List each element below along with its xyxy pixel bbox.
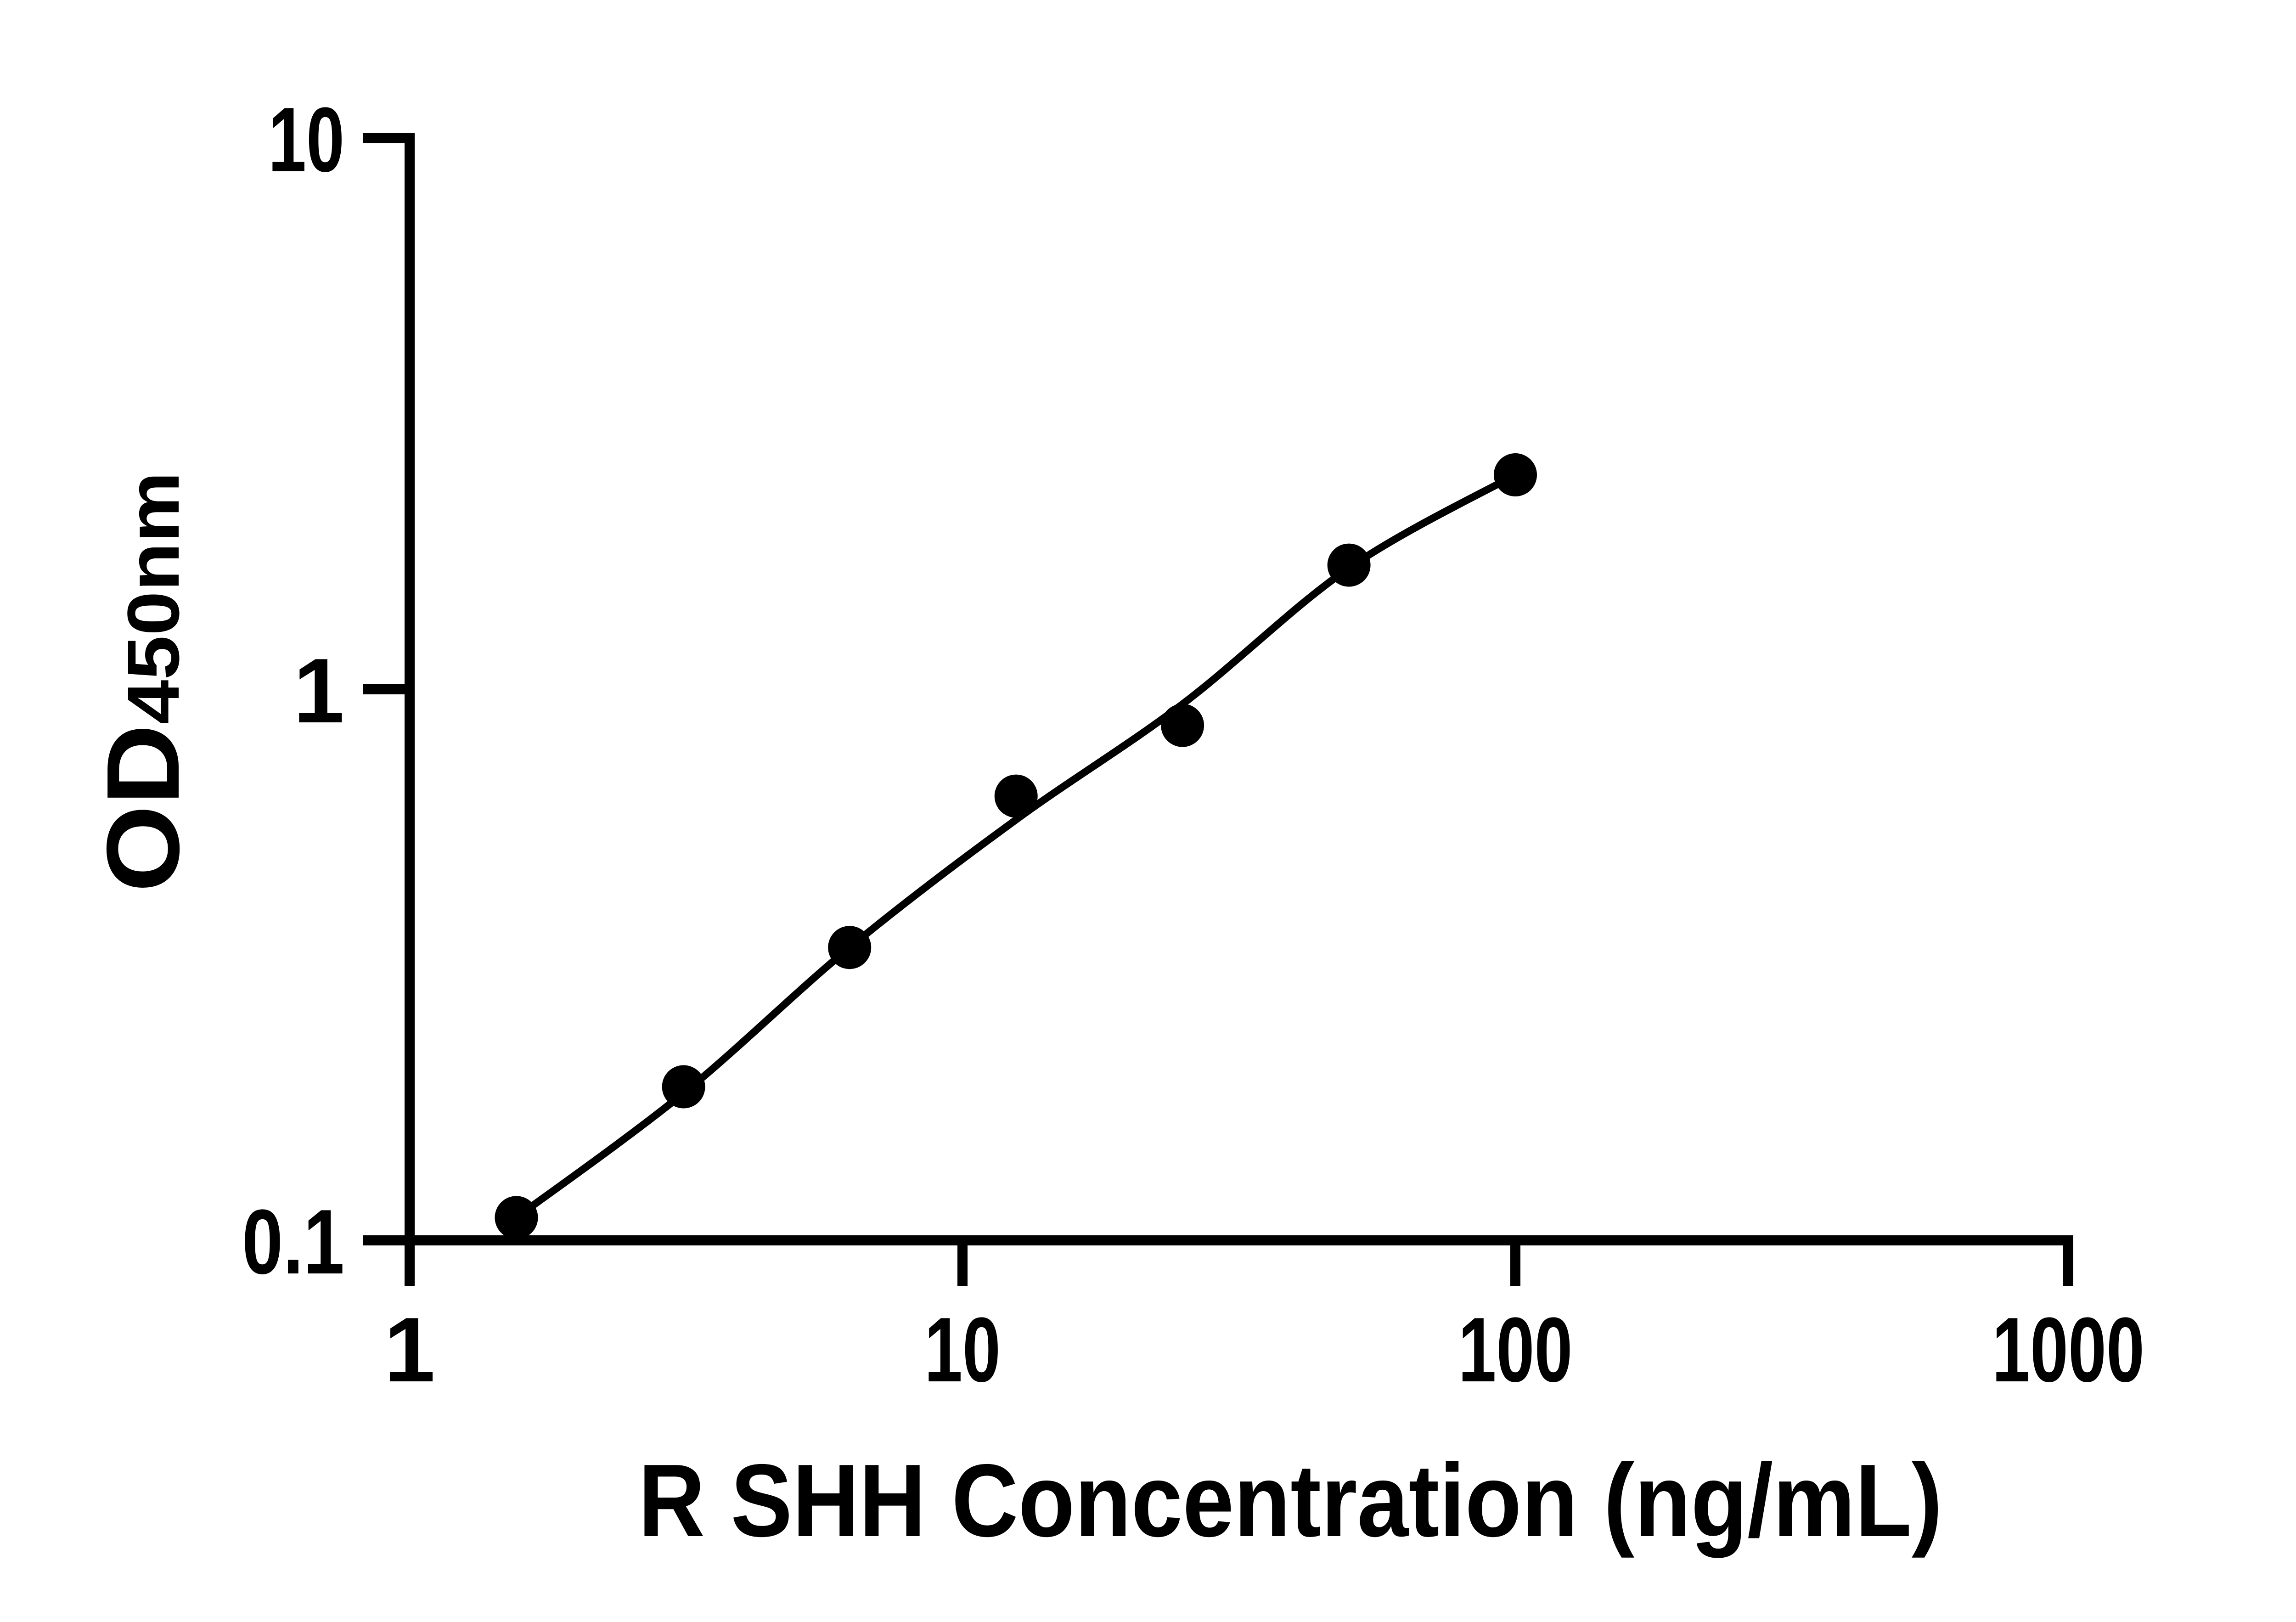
data-point <box>1161 704 1204 747</box>
data-point <box>994 774 1038 818</box>
y-tick-label: 1 <box>293 640 344 742</box>
x-tick-label: 1000 <box>1992 1299 2144 1401</box>
data-point <box>1494 453 1537 496</box>
y-tick-label: 10 <box>268 89 344 191</box>
data-point <box>662 1065 705 1109</box>
x-tick-label: 1 <box>384 1299 435 1401</box>
x-axis-title: R SHH Concentration (ng/mL) <box>638 1442 1942 1558</box>
data-point <box>495 1196 538 1239</box>
y-axis-title-main: OD <box>85 724 201 892</box>
data-point <box>1327 543 1371 587</box>
x-tick-label: 10 <box>924 1299 1001 1401</box>
fitted-curve <box>512 471 1519 1222</box>
curve-layer <box>512 471 1519 1222</box>
y-axis-title-sub: 450nm <box>112 472 194 724</box>
points-layer <box>495 453 1537 1239</box>
data-point <box>828 926 872 969</box>
axes-layer: 1 10 100 1000 10 1 0.1 <box>242 89 2144 1401</box>
x-tick-label: 100 <box>1458 1299 1573 1401</box>
y-tick-label: 0.1 <box>242 1191 344 1293</box>
y-axis-title: OD450nm <box>85 472 201 892</box>
